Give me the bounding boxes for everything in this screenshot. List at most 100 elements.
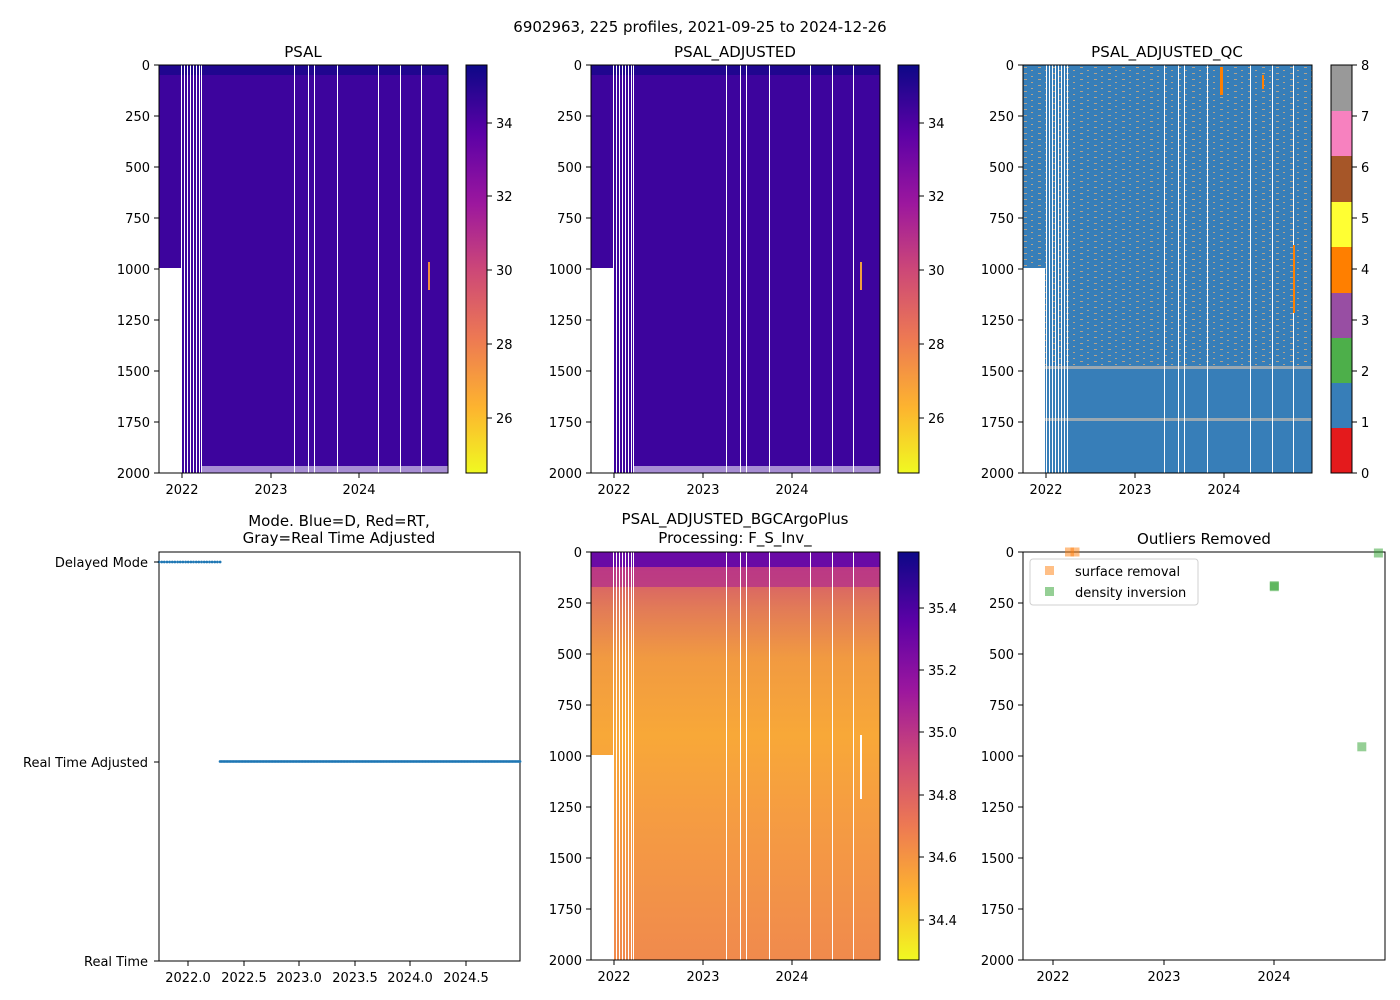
- svg-text:1750: 1750: [549, 903, 582, 918]
- outlier-point: [1070, 547, 1080, 557]
- surface-high-salinity-band: [591, 552, 880, 567]
- qc-deep-band: [1023, 370, 1312, 473]
- svg-text:34: 34: [496, 117, 513, 132]
- svg-text:34.4: 34.4: [928, 914, 957, 929]
- svg-text:2023: 2023: [254, 483, 287, 498]
- svg-text:2024: 2024: [775, 970, 808, 985]
- svg-text:250: 250: [125, 110, 150, 125]
- panel-title-line-1: Mode. Blue=D, Red=RT,: [248, 512, 430, 530]
- svg-text:2000: 2000: [981, 954, 1014, 969]
- svg-text:2023: 2023: [686, 483, 719, 498]
- svg-text:1750: 1750: [117, 416, 150, 431]
- colorbar: 34.4 34.6 34.8 35.0 35.2 35.4: [897, 551, 957, 961]
- svg-text:1250: 1250: [981, 314, 1014, 329]
- panel-title: Outliers Removed: [1137, 530, 1271, 548]
- x-axis: 2022 2023 2024: [597, 960, 809, 985]
- colorbar-gradient: [465, 64, 488, 474]
- legend-marker-surface-removal: [1045, 566, 1054, 575]
- heatmap-background: [159, 65, 448, 473]
- y-axis: 0 250 500 750 1000 1250 1500 1750 2000: [549, 59, 591, 482]
- svg-text:2024: 2024: [342, 483, 375, 498]
- axes-frame: [1022, 551, 1386, 961]
- data-gaps: [613, 552, 854, 960]
- svg-text:2023: 2023: [1147, 970, 1180, 985]
- svg-text:2000: 2000: [981, 467, 1014, 482]
- colorbar: 26 28 30 32 34: [465, 64, 513, 474]
- y-axis: Delayed Mode Real Time Adjusted Real Tim…: [23, 556, 159, 970]
- qc-flag4-mark-2: [1262, 75, 1264, 89]
- qc-colorbar: 0 1 2 3 4 5 6 7 8: [1330, 59, 1369, 482]
- svg-text:500: 500: [125, 161, 150, 176]
- svg-text:2024: 2024: [775, 483, 808, 498]
- early-missing-deep-data: [1023, 268, 1045, 473]
- mode-point: [213, 560, 217, 564]
- svg-text:2022.5: 2022.5: [221, 971, 267, 986]
- svg-text:1250: 1250: [549, 314, 582, 329]
- svg-text:2022: 2022: [597, 970, 630, 985]
- svg-text:35.0: 35.0: [928, 726, 957, 741]
- legend-marker-density-inversion: [1045, 587, 1054, 596]
- svg-text:2022: 2022: [1029, 483, 1062, 498]
- svg-text:26: 26: [496, 412, 513, 427]
- svg-text:0: 0: [1361, 467, 1369, 482]
- legend: surface removal density inversion: [1029, 558, 1199, 606]
- mode-point: [200, 560, 203, 564]
- svg-text:0: 0: [142, 59, 150, 74]
- panel-psal: PSAL 0 250 500 750 1: [117, 43, 513, 498]
- mode-point: [208, 560, 211, 564]
- svg-text:3: 3: [1361, 314, 1369, 329]
- svg-text:35.2: 35.2: [928, 664, 957, 679]
- mode-point: [165, 560, 169, 564]
- svg-text:500: 500: [557, 648, 582, 663]
- svg-text:2024.0: 2024.0: [387, 971, 433, 986]
- svg-text:8: 8: [1361, 59, 1369, 74]
- svg-text:34.8: 34.8: [928, 789, 957, 804]
- svg-text:6: 6: [1361, 161, 1369, 176]
- svg-text:750: 750: [557, 699, 582, 714]
- svg-text:Delayed Mode: Delayed Mode: [55, 556, 148, 571]
- mode-point: [518, 760, 522, 763]
- svg-text:2022: 2022: [1036, 970, 1069, 985]
- svg-text:2000: 2000: [549, 954, 582, 969]
- svg-text:1: 1: [1361, 416, 1369, 431]
- svg-text:30: 30: [496, 264, 513, 279]
- panel-bgcargoplus: PSAL_ADJUSTED_BGCArgoPlus Processing: F_…: [549, 510, 957, 985]
- svg-text:2023.5: 2023.5: [332, 971, 378, 986]
- mode-point: [181, 560, 185, 564]
- svg-text:35.4: 35.4: [928, 602, 957, 617]
- y-axis: 0 250 500 750 1000 1250 1500 1750 2000: [981, 546, 1023, 969]
- heatmap-surface-band: [159, 65, 448, 75]
- svg-text:2000: 2000: [549, 467, 582, 482]
- svg-text:Real Time: Real Time: [84, 955, 148, 970]
- svg-text:1750: 1750: [549, 416, 582, 431]
- surface-mid-band: [591, 567, 880, 587]
- white-anomaly-mark: [860, 735, 862, 799]
- svg-text:28: 28: [928, 338, 945, 353]
- mode-point: [170, 560, 174, 564]
- svg-text:1500: 1500: [549, 852, 582, 867]
- svg-text:26: 26: [928, 412, 945, 427]
- svg-text:2023: 2023: [686, 970, 719, 985]
- svg-text:5: 5: [1361, 212, 1369, 227]
- fresh-anomaly-mark: [428, 262, 430, 290]
- heatmap-background: [591, 65, 880, 473]
- svg-text:1000: 1000: [981, 263, 1014, 278]
- svg-text:250: 250: [989, 110, 1014, 125]
- panel-title: PSAL_ADJUSTED: [674, 43, 796, 62]
- svg-text:500: 500: [989, 648, 1014, 663]
- fresh-anomaly-mark: [860, 262, 862, 290]
- bottom-edge-gaps: [633, 466, 880, 473]
- legend-label-density-inversion: density inversion: [1075, 586, 1186, 601]
- qc-speckle-line-1500: [1023, 366, 1312, 369]
- svg-text:2023: 2023: [1118, 483, 1151, 498]
- svg-text:32: 32: [928, 190, 945, 205]
- heatmap-surface-band: [591, 65, 880, 75]
- panel-title-line-1: PSAL_ADJUSTED_BGCArgoPlus: [622, 510, 849, 529]
- x-axis: 2022 2023 2024: [1029, 473, 1241, 498]
- colorbar: 26 28 30 32 34: [897, 64, 945, 474]
- colorbar-gradient: [897, 551, 920, 961]
- svg-text:2022: 2022: [597, 483, 630, 498]
- svg-text:1250: 1250: [549, 801, 582, 816]
- panel-title-line-2: Processing: F_S_Inv_: [658, 529, 812, 548]
- svg-text:1500: 1500: [117, 365, 150, 380]
